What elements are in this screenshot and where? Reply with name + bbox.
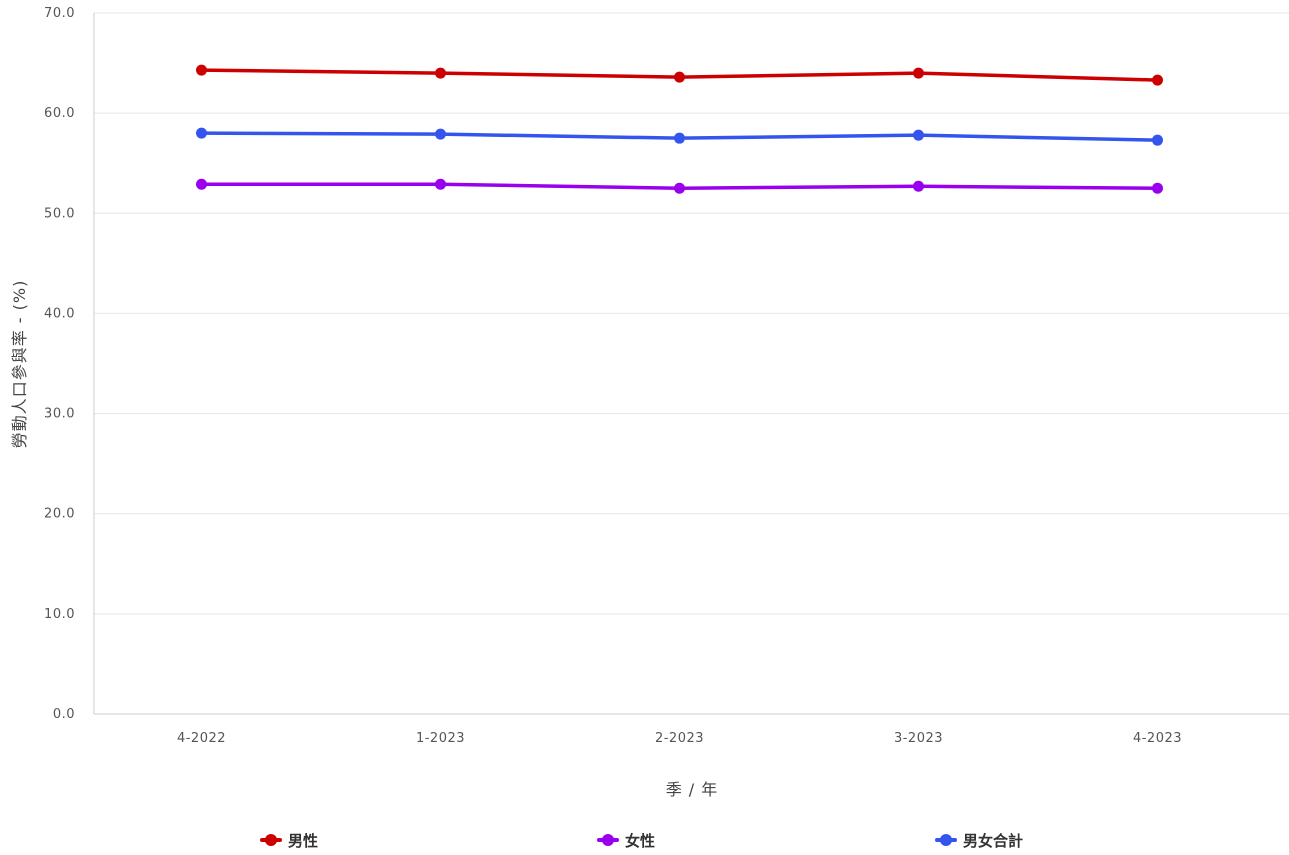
data-point[interactable] bbox=[196, 64, 207, 76]
legend-label: 男女合計 bbox=[963, 831, 1024, 850]
y-tick-label: 30.0 bbox=[44, 407, 75, 422]
y-tick-label: 10.0 bbox=[44, 607, 75, 622]
x-tick-label: 3-2023 bbox=[894, 731, 943, 746]
data-point[interactable] bbox=[674, 71, 685, 83]
data-point[interactable] bbox=[913, 180, 924, 192]
legend-item-male[interactable]: 男性 bbox=[260, 826, 318, 854]
series-group bbox=[196, 64, 1163, 194]
series-1 bbox=[196, 178, 1163, 194]
y-axis-title: 勞動人口參與率 - (%) bbox=[10, 280, 29, 449]
y-tick-label: 50.0 bbox=[44, 206, 75, 221]
data-point[interactable] bbox=[913, 129, 924, 141]
grid-lines bbox=[94, 12, 1289, 615]
line-chart: 0.0 10.0 20.0 30.0 40.0 50.0 60.0 70.0 4-2022 1-… bbox=[10, 6, 1289, 799]
x-tick-label: 4-2023 bbox=[1133, 731, 1182, 746]
data-point[interactable] bbox=[674, 182, 685, 194]
x-tick-label: 2-2023 bbox=[655, 731, 704, 746]
x-tick-label: 1-2023 bbox=[416, 731, 465, 746]
data-point[interactable] bbox=[1152, 134, 1163, 146]
legend-item-female[interactable]: 女性 bbox=[597, 826, 655, 854]
data-point[interactable] bbox=[435, 67, 446, 79]
x-axis-title: 季 / 年 bbox=[666, 780, 719, 799]
data-point[interactable] bbox=[435, 128, 446, 140]
legend-swatch-icon bbox=[597, 834, 619, 846]
data-point[interactable] bbox=[674, 132, 685, 144]
legend-item-total[interactable]: 男女合計 bbox=[935, 826, 1023, 854]
data-point[interactable] bbox=[1152, 74, 1163, 86]
legend: 男性 女性 男女合計 bbox=[0, 826, 1289, 854]
y-tick-labels: 0.0 10.0 20.0 30.0 40.0 50.0 60.0 70.0 bbox=[44, 6, 75, 722]
y-tick-label: 40.0 bbox=[44, 306, 75, 321]
x-tick-label: 4-2022 bbox=[177, 731, 226, 746]
data-point[interactable] bbox=[1152, 182, 1163, 194]
series-0 bbox=[196, 64, 1163, 86]
legend-swatch-icon bbox=[260, 834, 282, 846]
data-point[interactable] bbox=[913, 67, 924, 79]
data-point[interactable] bbox=[196, 178, 207, 190]
x-tick-labels: 4-2022 1-2023 2-2023 3-2023 4-2023 bbox=[177, 731, 1182, 746]
y-tick-label: 70.0 bbox=[44, 6, 75, 21]
legend-label: 女性 bbox=[625, 831, 656, 850]
data-point[interactable] bbox=[196, 127, 207, 139]
y-tick-label: 20.0 bbox=[44, 507, 75, 522]
y-tick-label: 0.0 bbox=[53, 707, 75, 722]
legend-swatch-icon bbox=[935, 834, 957, 846]
data-point[interactable] bbox=[435, 178, 446, 190]
y-tick-label: 60.0 bbox=[44, 106, 75, 121]
series-2 bbox=[196, 127, 1163, 146]
legend-label: 男性 bbox=[288, 831, 319, 850]
